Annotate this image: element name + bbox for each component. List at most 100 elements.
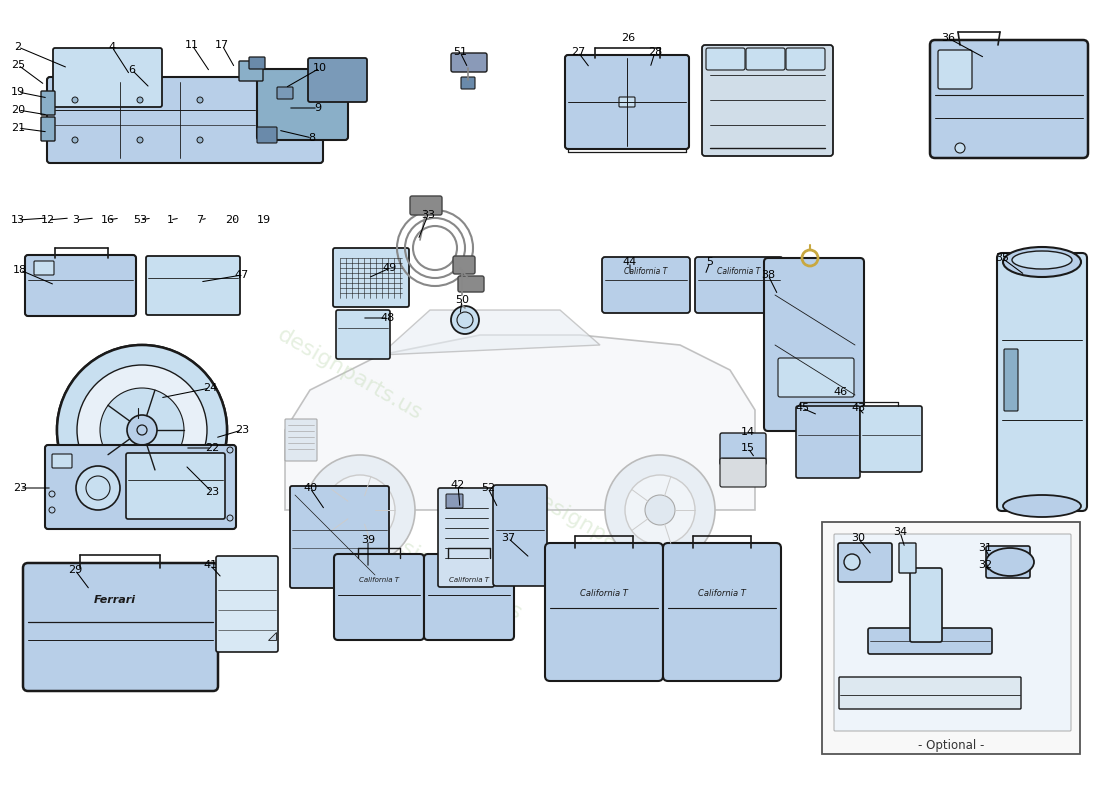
Text: 17: 17 [214, 40, 229, 50]
Text: 44: 44 [623, 257, 637, 267]
Circle shape [305, 455, 415, 565]
Circle shape [100, 388, 184, 472]
FancyBboxPatch shape [544, 543, 663, 681]
Circle shape [197, 137, 204, 143]
Circle shape [197, 97, 204, 103]
Text: 25: 25 [11, 60, 25, 70]
Text: 13: 13 [11, 215, 25, 225]
Text: 32: 32 [978, 560, 992, 570]
Text: California T: California T [625, 267, 668, 277]
Polygon shape [268, 632, 276, 640]
FancyBboxPatch shape [453, 256, 475, 274]
Text: California T: California T [359, 577, 399, 583]
Text: 15: 15 [741, 443, 755, 453]
Text: 16: 16 [101, 215, 116, 225]
Text: 2: 2 [14, 42, 22, 52]
FancyBboxPatch shape [702, 45, 833, 156]
Circle shape [138, 97, 143, 103]
FancyBboxPatch shape [216, 556, 278, 652]
Text: 29: 29 [68, 565, 82, 575]
FancyBboxPatch shape [746, 48, 785, 70]
FancyBboxPatch shape [336, 310, 390, 359]
FancyBboxPatch shape [899, 543, 916, 573]
Circle shape [324, 475, 395, 545]
Circle shape [451, 306, 478, 334]
Text: 50: 50 [455, 295, 469, 305]
Polygon shape [379, 310, 600, 355]
Text: 23: 23 [13, 483, 28, 493]
FancyBboxPatch shape [290, 486, 389, 588]
FancyBboxPatch shape [838, 543, 892, 582]
Text: 38: 38 [761, 270, 776, 280]
Circle shape [77, 365, 207, 495]
Text: 12: 12 [41, 215, 55, 225]
Text: 19: 19 [11, 87, 25, 97]
Circle shape [57, 345, 227, 515]
Text: 10: 10 [314, 63, 327, 73]
FancyBboxPatch shape [334, 554, 424, 640]
FancyBboxPatch shape [778, 358, 854, 397]
Text: 22: 22 [205, 443, 219, 453]
FancyBboxPatch shape [25, 255, 136, 316]
FancyBboxPatch shape [997, 253, 1087, 511]
Text: 30: 30 [851, 533, 865, 543]
FancyBboxPatch shape [239, 61, 263, 81]
FancyBboxPatch shape [41, 117, 55, 141]
Text: 19: 19 [257, 215, 271, 225]
FancyBboxPatch shape [47, 77, 323, 163]
Text: 31: 31 [978, 543, 992, 553]
FancyBboxPatch shape [695, 257, 783, 313]
FancyBboxPatch shape [1004, 349, 1018, 411]
Circle shape [138, 425, 147, 435]
Text: 14: 14 [741, 427, 755, 437]
Text: 46: 46 [833, 387, 847, 397]
FancyBboxPatch shape [458, 276, 484, 292]
Circle shape [138, 137, 143, 143]
Text: California T: California T [698, 590, 746, 598]
Ellipse shape [1012, 251, 1072, 269]
FancyBboxPatch shape [53, 48, 162, 107]
FancyBboxPatch shape [333, 248, 409, 307]
Text: 23: 23 [205, 487, 219, 497]
Circle shape [605, 455, 715, 565]
FancyBboxPatch shape [41, 91, 55, 115]
Text: 47: 47 [235, 270, 249, 280]
Circle shape [345, 495, 375, 525]
Text: designparts.us: designparts.us [374, 525, 526, 624]
Text: 35: 35 [996, 253, 1009, 263]
Text: 20: 20 [11, 105, 25, 115]
Bar [822, 522, 1080, 754]
FancyBboxPatch shape [257, 127, 277, 143]
FancyBboxPatch shape [23, 563, 218, 691]
FancyBboxPatch shape [720, 433, 766, 465]
Text: California T: California T [580, 590, 628, 598]
Text: 6: 6 [129, 65, 135, 75]
FancyBboxPatch shape [706, 48, 745, 70]
Text: 23: 23 [235, 425, 249, 435]
Text: 43: 43 [851, 403, 865, 413]
FancyBboxPatch shape [461, 77, 475, 89]
Text: designparts.us: designparts.us [524, 485, 676, 584]
FancyBboxPatch shape [438, 488, 494, 587]
Text: 7: 7 [197, 215, 204, 225]
FancyBboxPatch shape [910, 568, 942, 642]
FancyBboxPatch shape [277, 87, 293, 99]
Text: California T: California T [449, 577, 490, 583]
FancyBboxPatch shape [34, 261, 54, 275]
Text: 24: 24 [202, 383, 217, 393]
FancyBboxPatch shape [764, 258, 864, 431]
FancyBboxPatch shape [796, 406, 860, 478]
Text: 37: 37 [500, 533, 515, 543]
FancyBboxPatch shape [565, 55, 689, 149]
Text: 34: 34 [893, 527, 907, 537]
Text: 11: 11 [185, 40, 199, 50]
FancyBboxPatch shape [493, 485, 547, 586]
Circle shape [645, 495, 675, 525]
Text: 39: 39 [361, 535, 375, 545]
FancyBboxPatch shape [868, 628, 992, 654]
Text: 21: 21 [11, 123, 25, 133]
FancyBboxPatch shape [257, 69, 348, 140]
Text: 3: 3 [73, 215, 79, 225]
Text: 36: 36 [940, 33, 955, 43]
FancyBboxPatch shape [410, 196, 442, 215]
